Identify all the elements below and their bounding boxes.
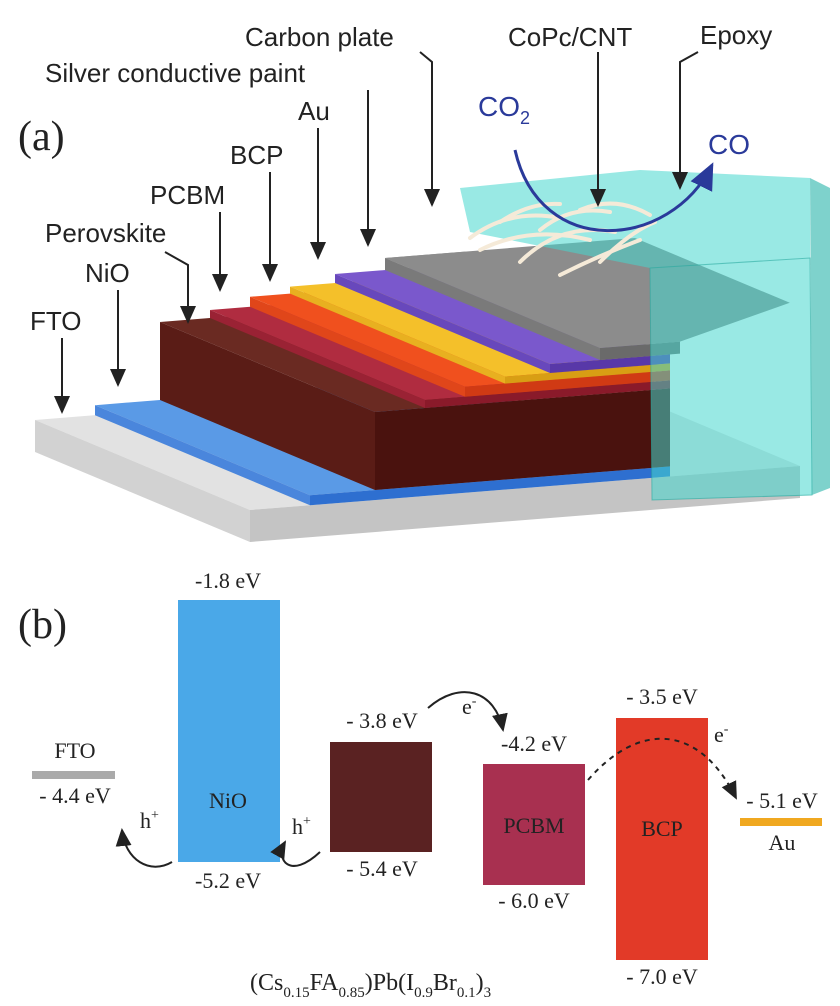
material-name: BCP: [641, 816, 683, 841]
reactant: CO2: [478, 91, 530, 128]
energy-label: -4.2 eV: [501, 731, 567, 756]
formula-sub: 0.1: [457, 985, 476, 1001]
energy-label: - 5.4 eV: [346, 856, 418, 881]
layer-front: [375, 388, 670, 490]
energy-label: - 4.4 eV: [39, 783, 111, 808]
formula-text: (Cs: [250, 970, 283, 996]
layer-label: Au: [298, 96, 330, 126]
hole-label: h+: [140, 808, 159, 833]
carrier-arrows: [115, 691, 737, 868]
formula-text: Br: [433, 970, 457, 996]
material-name: NiO: [209, 788, 247, 813]
perovskite-band: [330, 742, 432, 852]
layer-side: [160, 322, 375, 490]
panel-label: (b): [18, 602, 67, 648]
formula-sub: 0.9: [414, 985, 433, 1001]
layer-front: [425, 380, 670, 408]
carrier-sup: +: [303, 814, 311, 829]
layer-front: [465, 370, 670, 397]
layer-side: [250, 296, 465, 397]
formula-text: ): [476, 970, 484, 996]
energy-label: - 5.1 eV: [746, 788, 818, 813]
cnt-squiggles: [468, 201, 657, 277]
energy-label: - 7.0 eV: [626, 964, 698, 989]
carrier-base: e: [462, 694, 472, 719]
energy-label: -5.2 eV: [195, 868, 261, 893]
layer-label: Silver conductive paint: [45, 58, 306, 88]
leader-lines: [54, 51, 699, 414]
formula-sub: 3: [484, 985, 492, 1001]
nio-band: [178, 600, 280, 862]
electron-label: e-: [462, 694, 477, 719]
reactant-sub: 2: [520, 108, 530, 128]
material-name: PCBM: [503, 813, 564, 838]
hole-label: h+: [292, 814, 311, 839]
formula-text: )Pb(I: [365, 970, 414, 996]
carrier-sup: -: [724, 722, 729, 737]
carrier-base: h: [140, 808, 151, 833]
carrier-base: h: [292, 814, 303, 839]
material-name: FTO: [54, 738, 95, 763]
carrier-base: e: [714, 722, 724, 747]
epoxy-side: [810, 178, 830, 495]
layer-label: Perovskite: [45, 218, 166, 248]
energy-label: -1.8 eV: [195, 568, 261, 593]
energy-label: - 3.5 eV: [626, 684, 698, 709]
layer-side: [35, 420, 250, 542]
carrier-sup: +: [151, 808, 159, 823]
formula-sub: 0.85: [339, 985, 365, 1001]
reaction-arrow: [513, 149, 714, 233]
pcbm-band: [483, 764, 585, 885]
perovskite-formula: (Cs0.15FA0.85)Pb(I0.9Br0.1)3: [250, 970, 491, 1001]
energy-label: - 3.8 eV: [346, 708, 418, 733]
bcp-band: [616, 718, 708, 960]
layer-front: [505, 363, 670, 384]
material-name: Au: [769, 830, 796, 855]
electron-label: e-: [714, 722, 729, 747]
layer-label: BCP: [230, 140, 283, 170]
epoxy-front: [649, 257, 813, 501]
layer-label: CoPc/CNT: [508, 22, 632, 52]
layer-label: NiO: [85, 258, 130, 288]
carrier-sup: -: [472, 694, 477, 709]
layer-label: FTO: [30, 306, 82, 336]
layer-side: [290, 286, 505, 384]
reactant-base: CO: [478, 91, 520, 122]
energy-label: - 6.0 eV: [498, 888, 570, 913]
layer-side: [210, 310, 425, 408]
formula-text: FA: [310, 970, 340, 996]
epoxy-box: [460, 170, 830, 501]
layer-front: [550, 354, 670, 373]
formula-sub: 0.15: [283, 985, 309, 1001]
layer-side: [95, 405, 310, 506]
layer-side: [335, 274, 550, 373]
panel-label: (a): [18, 114, 65, 160]
product: CO: [708, 129, 750, 160]
layer-label: PCBM: [150, 180, 225, 210]
layer-label: Carbon plate: [245, 22, 394, 52]
layer-label: Epoxy: [700, 20, 772, 50]
layer-front: [310, 466, 670, 506]
layer-side: [385, 258, 600, 360]
